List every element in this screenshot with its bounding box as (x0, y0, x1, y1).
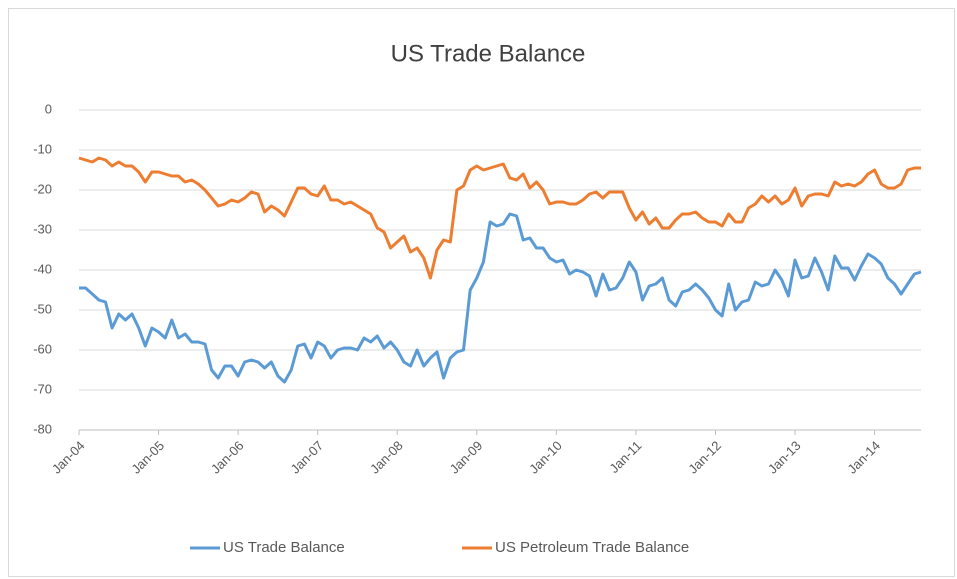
y-tick-label: -10 (33, 141, 52, 156)
y-tick-label: -60 (33, 341, 52, 356)
y-tick-label: -50 (33, 301, 52, 316)
y-tick-label: -40 (33, 261, 52, 276)
chart-frame (8, 8, 955, 577)
y-tick-label: -80 (33, 421, 52, 436)
legend-label: US Trade Balance (223, 539, 345, 556)
y-tick-label: 0 (45, 101, 52, 116)
series-line (78, 156, 921, 280)
y-tick-label: -20 (33, 181, 52, 196)
legend-label: US Petroleum Trade Balance (495, 539, 689, 556)
chart-title: US Trade Balance (391, 40, 586, 67)
y-tick-label: -70 (33, 381, 52, 396)
series-line (79, 212, 922, 384)
y-tick-label: -30 (33, 221, 52, 236)
